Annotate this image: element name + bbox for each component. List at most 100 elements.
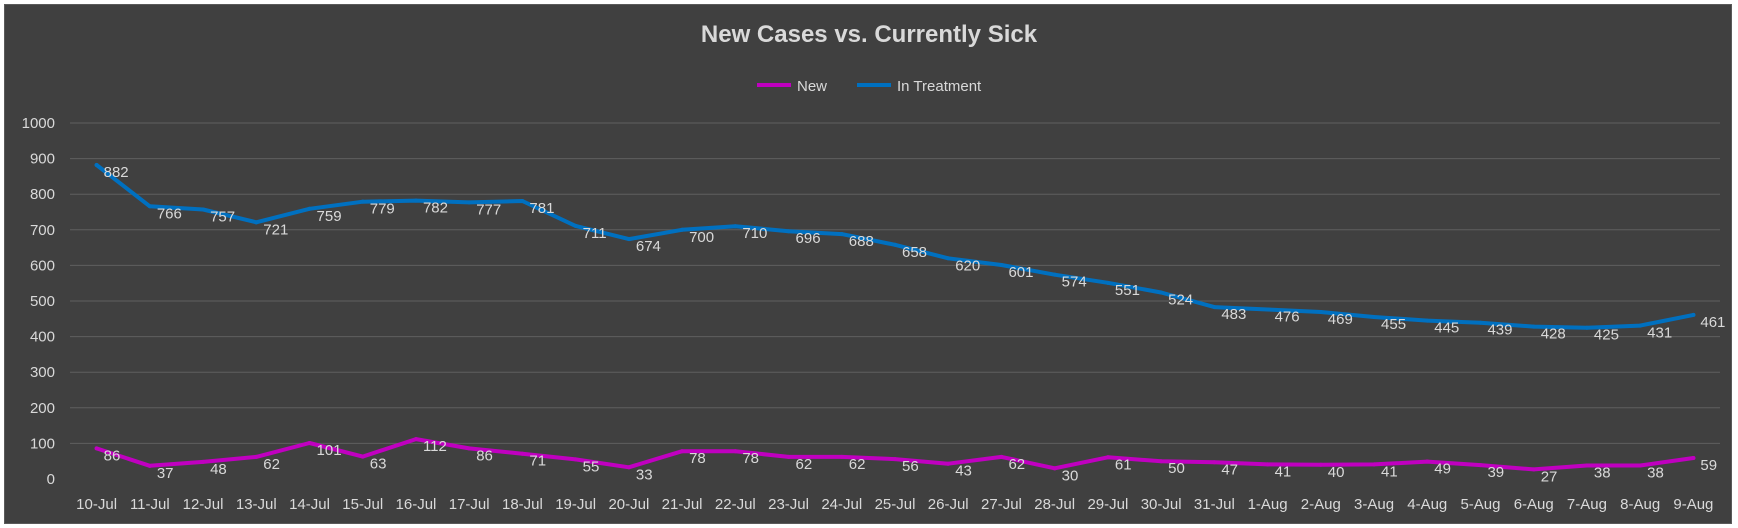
data-point [147, 204, 152, 209]
data-label: 63 [370, 456, 387, 473]
x-tick-label: 10-Jul [76, 496, 117, 513]
x-tick-label: 19-Jul [555, 496, 596, 513]
data-point [1584, 463, 1589, 468]
data-label: 439 [1487, 322, 1512, 339]
line-chart: New Cases vs. Currently Sick New In Trea… [22, 21, 1726, 513]
data-label: 431 [1647, 325, 1672, 342]
x-tick-label: 29-Jul [1087, 496, 1128, 513]
data-label: 78 [689, 450, 706, 467]
legend: New In Treatment [757, 78, 982, 95]
data-point [1425, 459, 1430, 464]
data-label: 455 [1381, 316, 1406, 333]
data-label: 55 [583, 458, 600, 475]
data-label: 551 [1115, 282, 1140, 299]
x-tick-label: 4-Aug [1407, 496, 1447, 513]
data-label: 62 [1008, 456, 1025, 473]
x-tick-label: 8-Aug [1620, 496, 1660, 513]
chart-title: New Cases vs. Currently Sick [701, 21, 1038, 48]
data-label: 33 [636, 466, 653, 483]
data-label: 428 [1541, 326, 1566, 343]
x-tick-label: 23-Jul [768, 496, 809, 513]
x-tick-label: 17-Jul [449, 496, 490, 513]
y-tick-label: 600 [30, 257, 55, 274]
data-point [1638, 323, 1643, 328]
data-label: 782 [423, 200, 448, 217]
data-point [1425, 318, 1430, 323]
data-point [1318, 462, 1323, 467]
data-label: 50 [1168, 460, 1185, 477]
data-label: 39 [1487, 464, 1504, 481]
data-label: 674 [636, 238, 661, 255]
data-label: 777 [476, 201, 501, 218]
data-point [786, 454, 791, 459]
data-label: 461 [1700, 314, 1725, 331]
data-label: 620 [955, 257, 980, 274]
data-point [307, 441, 312, 446]
data-label: 574 [1062, 274, 1087, 291]
x-tick-label: 22-Jul [715, 496, 756, 513]
data-label: 86 [476, 447, 493, 464]
data-label: 61 [1115, 456, 1132, 473]
data-label: 49 [1434, 461, 1451, 478]
data-point [360, 199, 365, 204]
data-label: 757 [210, 209, 235, 226]
data-label: 43 [955, 463, 972, 480]
data-label: 759 [317, 208, 342, 225]
x-tick-label: 9-Aug [1673, 496, 1713, 513]
data-label: 37 [157, 465, 174, 482]
data-label: 71 [529, 453, 546, 470]
data-point [1159, 459, 1164, 464]
data-point [893, 242, 897, 247]
data-point [680, 449, 685, 454]
data-label: 696 [796, 230, 821, 247]
data-point [733, 449, 738, 454]
data-label: 721 [263, 221, 288, 238]
data-label: 41 [1275, 463, 1292, 480]
data-label: 476 [1275, 309, 1300, 326]
data-point [1318, 310, 1323, 315]
data-label: 469 [1328, 311, 1353, 328]
data-point [467, 446, 472, 451]
data-point [1478, 463, 1483, 468]
data-point [520, 198, 525, 203]
data-point [1638, 463, 1643, 468]
data-point [839, 454, 844, 459]
x-tick-label: 3-Aug [1354, 496, 1394, 513]
data-label: 700 [689, 229, 714, 246]
data-label: 882 [104, 164, 129, 181]
data-label: 658 [902, 244, 927, 261]
data-label: 711 [583, 225, 607, 242]
data-point [254, 220, 259, 225]
data-point [1212, 460, 1217, 465]
y-tick-label: 300 [30, 364, 55, 381]
data-point [94, 446, 99, 451]
data-label: 766 [157, 205, 182, 222]
data-point [520, 451, 525, 456]
legend-label-new: New [797, 78, 827, 95]
data-point [94, 163, 99, 168]
data-point [1691, 312, 1696, 317]
data-label: 779 [370, 201, 395, 218]
x-tick-label: 16-Jul [396, 496, 437, 513]
data-point [839, 232, 844, 237]
data-label: 41 [1381, 463, 1398, 480]
data-label: 59 [1700, 457, 1717, 474]
data-point [786, 229, 791, 234]
data-point [1105, 455, 1110, 460]
x-tick-label: 15-Jul [342, 496, 383, 513]
x-tick-label: 14-Jul [289, 496, 330, 513]
data-label: 62 [796, 456, 813, 473]
x-tick-label: 25-Jul [875, 496, 916, 513]
data-label: 601 [1008, 264, 1033, 281]
y-tick-label: 1000 [22, 115, 55, 132]
data-label: 27 [1541, 468, 1558, 485]
data-point [1265, 462, 1270, 467]
y-tick-label: 800 [30, 186, 55, 203]
data-label: 112 [423, 438, 447, 455]
data-label: 425 [1594, 327, 1619, 344]
y-tick-label: 400 [30, 329, 55, 346]
data-point [999, 263, 1004, 268]
data-point [1584, 325, 1589, 330]
y-tick-label: 0 [47, 471, 55, 488]
data-point [413, 437, 418, 442]
